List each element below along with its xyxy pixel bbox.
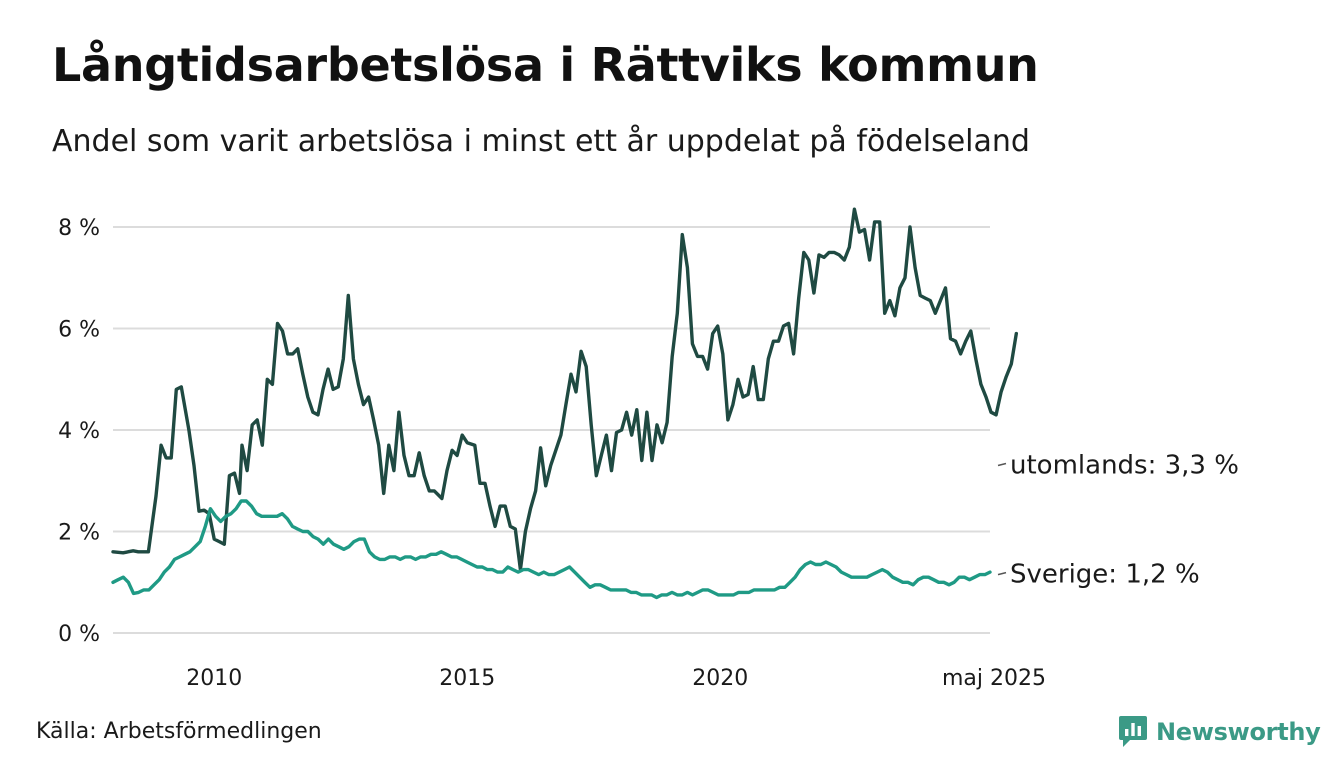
series-line-utomlands xyxy=(111,207,1018,572)
end-label-leader-sverige xyxy=(997,571,1007,576)
x-tick-label: maj 2025 xyxy=(942,666,1046,691)
y-tick-label: 2 % xyxy=(58,521,100,546)
x-tick-label: 2015 xyxy=(439,666,495,691)
end-label-sverige: Sverige: 1,2 % xyxy=(1010,560,1200,590)
y-tick-label: 8 % xyxy=(58,216,100,241)
series-line-sverige xyxy=(111,499,992,600)
line-chart: 0 % 2 % 4 % 6 % 8 % 2010 2015 2020 maj 2025 utoml… xyxy=(58,207,1239,691)
end-label-utomlands: utomlands: 3,3 % xyxy=(1010,451,1239,481)
newsworthy-logo-text: Newsworthy xyxy=(1156,718,1321,746)
newsworthy-logo-icon xyxy=(1119,716,1147,747)
chart-title: Långtidsarbetslösa i Rättviks kommun xyxy=(52,38,1039,92)
y-tick-label: 4 % xyxy=(58,419,100,444)
y-tick-label: 6 % xyxy=(58,318,100,343)
chart-subtitle: Andel som varit arbetslösa i minst ett å… xyxy=(52,124,1030,159)
y-tick-label: 0 % xyxy=(58,622,100,647)
end-label-leader-utomlands xyxy=(997,462,1007,467)
source-note: Källa: Arbetsförmedlingen xyxy=(36,719,322,744)
x-tick-label: 2020 xyxy=(692,666,748,691)
newsworthy-logo[interactable]: Newsworthy xyxy=(1118,712,1321,752)
x-tick-label: 2010 xyxy=(186,666,242,691)
